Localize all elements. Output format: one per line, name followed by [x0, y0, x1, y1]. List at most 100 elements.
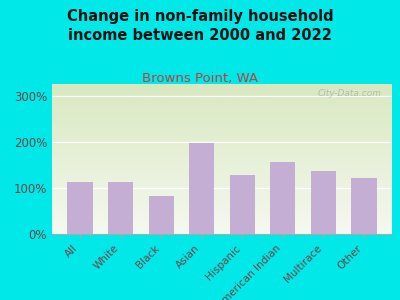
Bar [52, 154, 392, 156]
Bar [52, 158, 392, 159]
Bar [52, 186, 392, 188]
Bar [52, 213, 392, 214]
Bar [52, 160, 392, 162]
Bar [52, 142, 392, 144]
Bar [52, 123, 392, 124]
Bar [52, 176, 392, 177]
Bar [52, 88, 392, 90]
Bar [52, 105, 392, 106]
Bar [52, 177, 392, 178]
Bar [52, 102, 392, 104]
Bar [52, 222, 392, 224]
Bar [52, 156, 392, 158]
Bar [52, 178, 392, 180]
Bar [68, 182, 93, 234]
Bar [52, 150, 392, 152]
Bar [52, 232, 392, 234]
Bar [52, 140, 392, 141]
Bar [52, 219, 392, 220]
Bar [52, 198, 392, 200]
Bar [52, 103, 392, 105]
Bar [52, 159, 392, 160]
Bar [52, 148, 392, 150]
Bar [52, 224, 392, 225]
Bar [52, 167, 392, 168]
Bar [52, 120, 392, 122]
Bar [52, 189, 392, 190]
Bar [52, 147, 392, 148]
Bar [52, 208, 392, 210]
Bar [52, 218, 392, 219]
Bar [52, 231, 392, 232]
Bar [52, 230, 392, 231]
Bar [52, 190, 392, 192]
Bar [52, 126, 392, 128]
Bar [52, 225, 392, 226]
Bar [52, 216, 392, 218]
Bar [52, 206, 392, 207]
Bar [52, 164, 392, 165]
Bar [52, 226, 392, 228]
Bar [52, 184, 392, 186]
Bar [52, 129, 392, 130]
Bar [52, 182, 392, 183]
Bar [52, 110, 392, 111]
Bar [52, 108, 392, 110]
Bar [52, 194, 392, 195]
Bar [52, 85, 392, 87]
Bar [52, 116, 392, 117]
Bar [52, 90, 392, 92]
Bar [52, 87, 392, 88]
Bar [52, 172, 392, 174]
Bar [52, 118, 392, 120]
Bar [52, 165, 392, 166]
Bar [52, 99, 392, 100]
Bar [52, 114, 392, 116]
Bar [52, 146, 392, 147]
Bar [52, 132, 392, 134]
Bar [52, 195, 392, 196]
Bar [52, 128, 392, 129]
Bar [52, 94, 392, 96]
Bar [52, 138, 392, 140]
Bar [52, 192, 392, 194]
Bar [311, 171, 336, 234]
Bar [52, 200, 392, 201]
Bar [270, 161, 296, 234]
Bar [52, 117, 392, 118]
Bar [52, 124, 392, 126]
Text: Change in non-family household
income between 2000 and 2022: Change in non-family household income be… [67, 9, 333, 43]
Bar [52, 220, 392, 222]
Bar [52, 162, 392, 164]
Bar [52, 112, 392, 114]
Text: Browns Point, WA: Browns Point, WA [142, 72, 258, 85]
Bar [52, 201, 392, 202]
Bar [52, 122, 392, 123]
Bar [52, 134, 392, 135]
Bar [52, 135, 392, 136]
Bar [230, 176, 255, 234]
Bar [52, 84, 392, 86]
Bar [52, 106, 392, 108]
Bar [52, 202, 392, 204]
Bar [52, 144, 392, 146]
Bar [52, 188, 392, 189]
Bar [52, 204, 392, 206]
Bar [52, 168, 392, 170]
Bar [52, 92, 392, 93]
Bar [189, 143, 214, 234]
Bar [52, 153, 392, 154]
Bar [52, 98, 392, 99]
Bar [52, 212, 392, 213]
Bar [52, 100, 392, 102]
Bar [52, 183, 392, 184]
Bar [52, 210, 392, 212]
Bar [52, 214, 392, 216]
Bar [52, 130, 392, 132]
Bar [148, 196, 174, 234]
Bar [52, 180, 392, 182]
Bar [52, 93, 392, 94]
Text: City-Data.com: City-Data.com [318, 88, 382, 98]
Bar [351, 178, 376, 234]
Bar [52, 152, 392, 153]
